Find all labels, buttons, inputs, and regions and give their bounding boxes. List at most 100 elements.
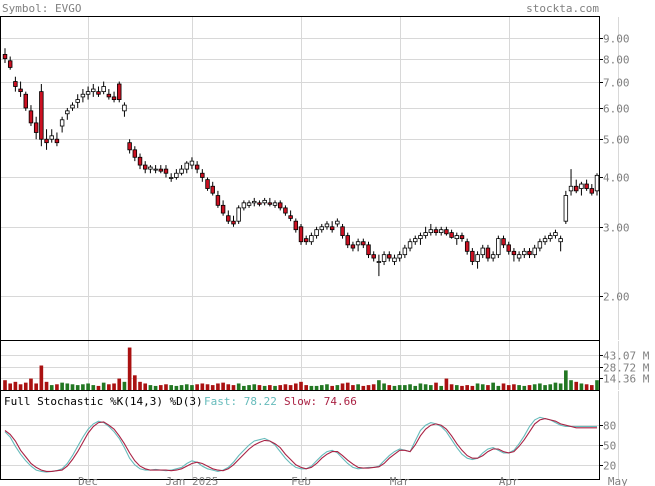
candle-body-up <box>579 183 584 189</box>
volume-bar <box>221 382 225 390</box>
candle <box>329 221 335 233</box>
volume-bar <box>107 384 111 390</box>
candle <box>28 105 34 127</box>
volume-bar <box>122 381 127 390</box>
volume-bar <box>486 385 490 390</box>
candle-body-up <box>65 110 70 115</box>
candle-body-down <box>350 244 356 249</box>
candle-body-up <box>189 160 195 166</box>
volume-bar <box>273 385 277 390</box>
candle <box>137 153 143 170</box>
candle-body-down <box>485 247 491 259</box>
candle <box>340 223 345 239</box>
candle-body-up <box>537 241 543 249</box>
volume-bar <box>413 385 418 390</box>
volume-bar <box>143 383 148 390</box>
candle-body-down <box>288 215 293 219</box>
candle <box>39 84 44 147</box>
volume-bar <box>449 384 454 390</box>
fast-k-line <box>4 416 597 473</box>
candle-body-up <box>319 226 324 231</box>
candle <box>65 107 70 120</box>
candle-body-up <box>428 229 434 234</box>
price-tick-label: 9.00 <box>603 33 630 46</box>
candle <box>303 235 309 245</box>
price-tick-label: 2.00 <box>603 291 630 304</box>
volume-bar <box>18 384 23 390</box>
candle <box>96 86 101 97</box>
candle-body-down <box>371 254 376 259</box>
price-tick-label: 4.00 <box>603 172 630 185</box>
candle-body-up <box>490 254 496 259</box>
candle <box>205 177 210 191</box>
candle <box>376 254 382 277</box>
candle-body-up <box>563 195 569 222</box>
candle <box>142 161 148 174</box>
candle <box>475 251 480 269</box>
volume-bar <box>595 380 599 390</box>
volume-bar <box>538 383 542 390</box>
candle <box>168 173 174 182</box>
volume-bar <box>397 385 402 390</box>
candle-body-down <box>589 188 595 194</box>
candle <box>454 232 460 245</box>
candle-body-down <box>449 232 454 238</box>
candle-body-up <box>496 238 501 256</box>
candle-body-down <box>257 202 262 205</box>
candle-body-down <box>33 122 39 133</box>
candle-body-up <box>153 168 158 171</box>
candle-body-down <box>220 204 226 214</box>
candle-body-up <box>101 86 106 93</box>
candle-body-down <box>293 220 299 231</box>
volume-bar <box>543 385 547 390</box>
volume-bar <box>117 378 122 390</box>
candle <box>574 179 579 194</box>
candle <box>7 56 13 70</box>
stochastic-tick-label: 20 <box>603 460 616 473</box>
candle <box>397 251 402 262</box>
candle <box>210 181 215 196</box>
volume-bar <box>268 385 272 390</box>
volume-bar <box>29 378 33 390</box>
candle <box>485 244 491 262</box>
candle <box>548 232 553 242</box>
volume-bars <box>3 347 599 390</box>
candle-body-up <box>314 229 319 236</box>
volume-bar <box>512 384 516 390</box>
volume-bar <box>91 385 96 390</box>
volume-bar <box>3 380 7 390</box>
candle-body-up <box>49 135 54 140</box>
candle-body-up <box>397 254 402 259</box>
volume-bar <box>569 380 573 390</box>
slow-legend-label: Slow: 74.66 <box>284 395 357 408</box>
candle-body-up <box>246 202 252 206</box>
candle-body-up <box>324 223 330 228</box>
volume-bar <box>522 385 527 390</box>
volume-bar <box>330 385 334 390</box>
candle <box>506 241 511 255</box>
candle-body-down <box>574 185 579 192</box>
candle-body-up <box>174 172 179 178</box>
candle <box>70 102 75 111</box>
candle-body-down <box>2 54 8 60</box>
volume-bar <box>49 385 54 390</box>
candle <box>345 232 350 249</box>
volume-bar <box>377 380 381 390</box>
candle <box>501 235 506 249</box>
volume-bar <box>403 385 407 390</box>
site-name[interactable]: stockta.com <box>526 2 599 15</box>
price-candles <box>2 48 600 277</box>
volume-bar <box>480 384 485 390</box>
volume-bar <box>589 385 594 390</box>
volume-bar <box>252 384 257 390</box>
candle-body-up <box>532 247 537 256</box>
price-tick-label: 6.00 <box>603 103 630 116</box>
volume-bar <box>558 383 563 390</box>
volume-bar <box>81 384 85 390</box>
candle <box>444 226 449 236</box>
symbol-label: Symbol: EVGO <box>2 2 81 15</box>
candle-body-down <box>96 91 101 95</box>
candle-body-up <box>381 254 387 262</box>
candle-body-down <box>210 185 215 194</box>
candle <box>527 248 532 259</box>
